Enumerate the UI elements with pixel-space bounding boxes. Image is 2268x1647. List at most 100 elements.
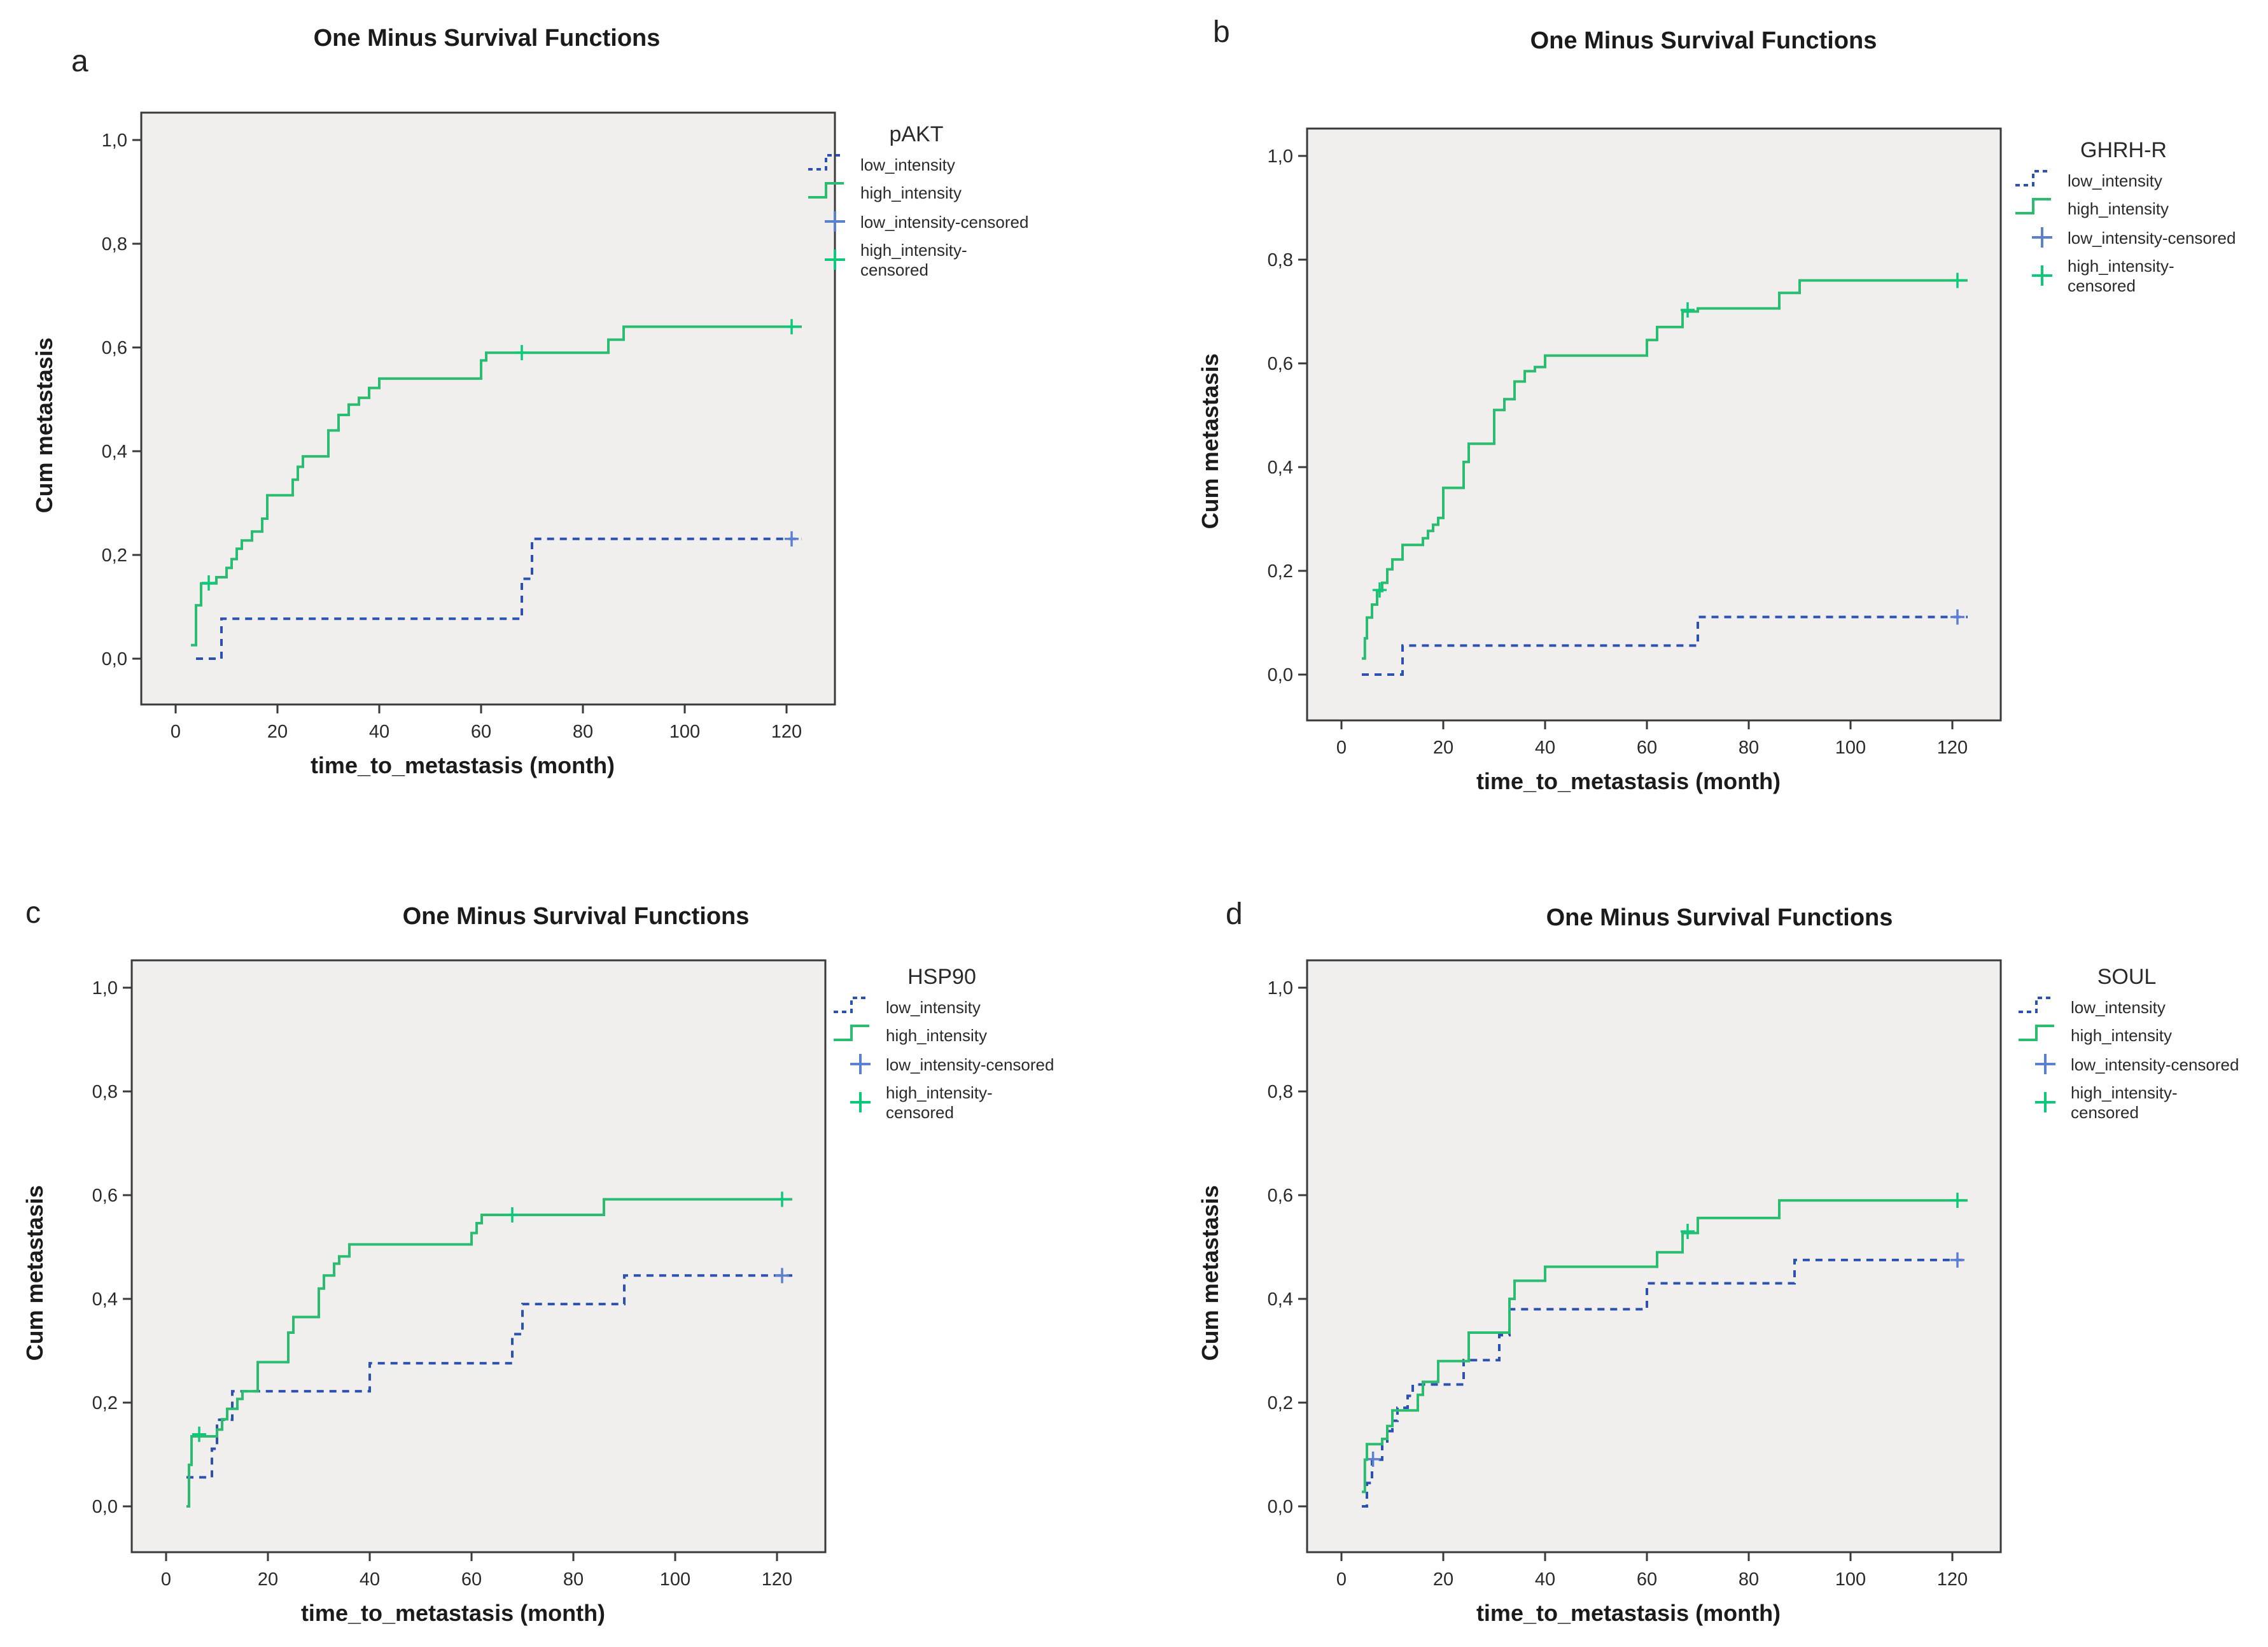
panel-letter: a: [71, 45, 88, 78]
panel-letter: b: [1213, 15, 1230, 49]
high_intensity-censored-mark: [785, 319, 799, 335]
x-axis-title: time_to_metastasis (month): [311, 752, 615, 778]
x-tick-label: 100: [660, 1569, 690, 1590]
legend-swatch-plus: [825, 249, 845, 270]
y-tick-label: 1,0: [102, 130, 127, 151]
legend-item-label: censored: [2068, 276, 2136, 295]
legend-item-label: censored: [886, 1103, 954, 1122]
legend-swatch-solid-step: [2015, 198, 2051, 214]
chart-title: One Minus Survival Functions: [403, 903, 750, 930]
legend-item-label: high_intensity-: [2068, 256, 2174, 276]
x-tick-label: 100: [1835, 1569, 1866, 1590]
low_intensity-censored-mark: [1366, 1451, 1380, 1467]
high_intensity-censored-mark: [1681, 302, 1695, 318]
legend-title: SOUL: [2097, 965, 2157, 989]
x-tick-label: 20: [1433, 1569, 1453, 1590]
y-tick-label: 0,4: [1268, 458, 1293, 478]
x-tick-label: 120: [1937, 1569, 1968, 1590]
legend-item-label: low_intensity-censored: [860, 213, 1028, 232]
y-tick-label: 0,2: [102, 545, 127, 566]
legend-swatch-dashed-step: [2019, 997, 2054, 1013]
x-tick-label: 80: [1739, 738, 1759, 758]
legend-swatch-plus: [850, 1054, 871, 1074]
high_intensity-censored-mark: [1950, 1193, 1964, 1209]
y-axis-title: Cum metastasis: [1197, 1185, 1223, 1361]
y-tick-label: 0,0: [102, 649, 127, 669]
legend-swatch-plus: [2032, 227, 2052, 248]
legend-swatch-solid-step: [834, 1025, 869, 1041]
legend-swatch-plus: [825, 211, 845, 232]
survival-curve-low_intensity: [186, 1274, 792, 1479]
x-tick-label: 60: [1637, 1569, 1657, 1590]
legend-swatch-plus: [2035, 1092, 2055, 1112]
survival-curve-high_intensity: [186, 1198, 792, 1508]
x-tick-label: 120: [1937, 738, 1968, 758]
x-tick-label: 20: [1433, 738, 1453, 758]
legend-item-label: low_intensity-censored: [2071, 1055, 2239, 1074]
y-tick-label: 0,8: [1268, 250, 1293, 270]
x-tick-label: 120: [762, 1569, 792, 1590]
y-tick-label: 0,6: [1268, 1186, 1293, 1206]
survival-chart-b: b One Minus Survival Functions 0,0 0,2 0,4 0,…: [1197, 15, 2236, 794]
x-tick-label: 100: [1835, 738, 1866, 758]
legend-item-label: high_intensity-: [2071, 1083, 2178, 1102]
y-axis-title: Cum metastasis: [1197, 353, 1223, 529]
high_intensity-censored-mark: [202, 575, 216, 591]
y-tick-label: 1,0: [92, 978, 118, 999]
plot-area: [1306, 127, 2002, 722]
x-tick-label: 0: [161, 1569, 171, 1590]
legend-swatch-dashed-step: [808, 154, 844, 171]
legend-swatch-solid-step: [808, 182, 844, 199]
x-tick-label: 20: [258, 1569, 278, 1590]
x-tick-label: 0: [171, 722, 181, 742]
x-tick-label: 40: [1535, 1569, 1555, 1590]
survival-chart-d: d One Minus Survival Functions 0,0 0,2 0,4 0,…: [1197, 897, 2239, 1626]
y-tick-label: 0,0: [1268, 665, 1293, 685]
panel-letter: c: [25, 896, 41, 930]
legend-item-label: low_intensity-censored: [2068, 228, 2236, 248]
panel-a: a One Minus Survival Functions 0,0 0,2 0,4 0,…: [0, 0, 1134, 824]
survival-curve-low_intensity: [1362, 615, 1968, 676]
y-tick-label: 0,0: [92, 1497, 118, 1517]
x-tick-label: 80: [563, 1569, 584, 1590]
y-tick-label: 0,2: [1268, 561, 1293, 582]
legend-item-label: low_intensity: [2068, 171, 2162, 190]
legend-title: pAKT: [889, 122, 943, 146]
legend-item-label: high_intensity: [886, 1026, 987, 1045]
legend-item-label: high_intensity-: [860, 241, 967, 260]
y-tick-label: 0,4: [1268, 1289, 1293, 1310]
legend-swatch-plus: [850, 1092, 871, 1112]
high_intensity-censored-mark: [1950, 272, 1964, 288]
high_intensity-censored-mark: [775, 1191, 789, 1207]
panel-letter: d: [1226, 897, 1243, 931]
panel-b: b One Minus Survival Functions 0,0 0,2 0,4 0,…: [1134, 0, 2268, 824]
legend-swatch-dashed-step: [2015, 170, 2051, 186]
high_intensity-censored-mark: [1373, 582, 1387, 598]
y-tick-label: 0,2: [92, 1393, 118, 1413]
panel-d: d One Minus Survival Functions 0,0 0,2 0,4 0,…: [1134, 824, 2268, 1647]
legend-item-label: low_intensity: [886, 998, 981, 1017]
x-tick-label: 80: [573, 722, 593, 742]
legend-swatch-dashed-step: [834, 997, 869, 1013]
chart-title: One Minus Survival Functions: [314, 25, 661, 52]
high_intensity-censored-mark: [515, 345, 529, 361]
legend-swatch-plus: [2032, 265, 2052, 286]
chart-title: One Minus Survival Functions: [1546, 904, 1893, 931]
x-tick-label: 100: [669, 722, 700, 742]
legend-item-label: high_intensity: [2071, 1026, 2172, 1045]
y-tick-label: 0,8: [92, 1082, 118, 1102]
x-tick-label: 60: [461, 1569, 482, 1590]
y-tick-label: 0,8: [1268, 1082, 1293, 1102]
survival-curve-low_intensity: [1362, 1258, 1968, 1508]
survival-curve-high_intensity: [191, 325, 802, 647]
plot-area: [140, 111, 836, 706]
x-tick-label: 40: [360, 1569, 380, 1590]
x-tick-label: 0: [1336, 738, 1347, 758]
survival-chart-a: a One Minus Survival Functions 0,0 0,2 0,4 0,…: [31, 25, 1028, 778]
low_intensity-censored-mark: [1950, 1252, 1964, 1268]
low_intensity-censored-mark: [775, 1268, 789, 1284]
x-tick-label: 60: [1637, 738, 1657, 758]
high_intensity-censored-mark: [1681, 1224, 1695, 1240]
y-tick-label: 0,6: [92, 1186, 118, 1206]
legend-item-label: low_intensity: [860, 155, 955, 174]
